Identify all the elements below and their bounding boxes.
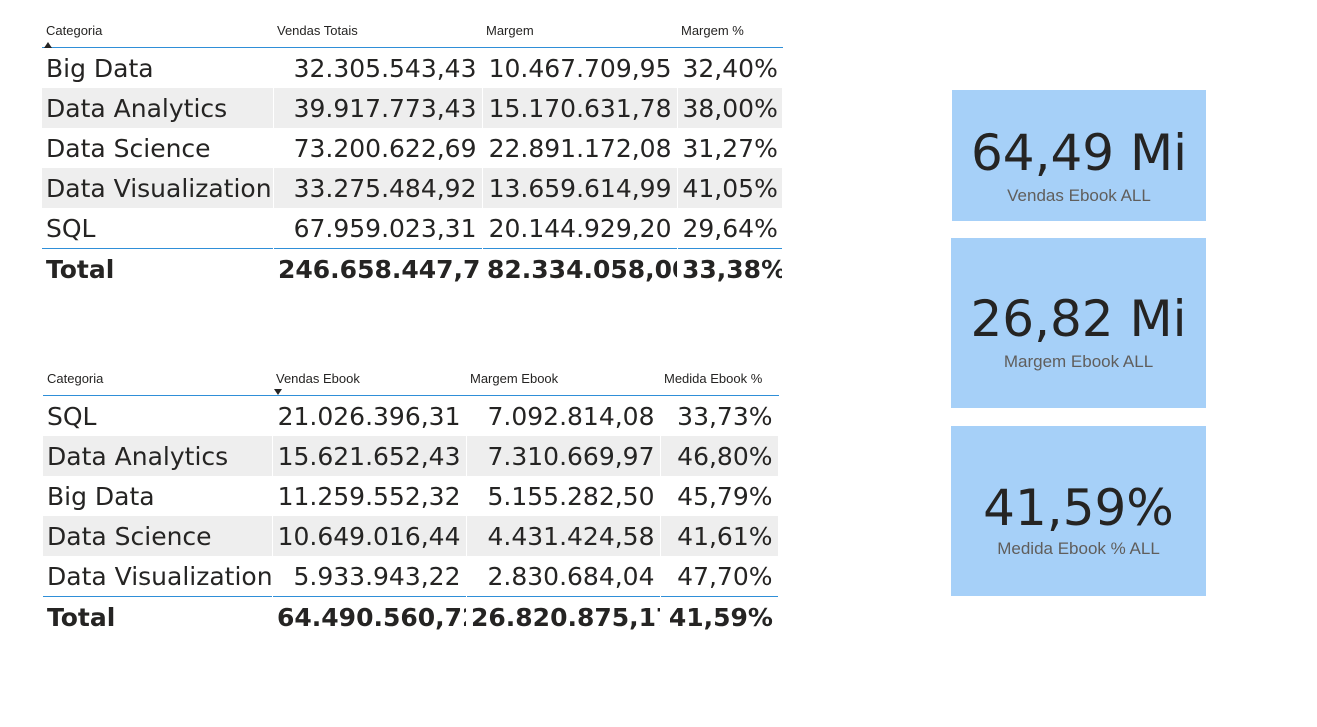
table-row[interactable]: Data Analytics 39.917.773,43 15.170.631,… (42, 88, 783, 128)
cell-medida-ebook-pct: 41,61% (660, 516, 779, 556)
total-margem-pct: 33,38% (677, 248, 782, 289)
sort-descending-icon[interactable] (274, 389, 282, 395)
card-label: Vendas Ebook ALL (1007, 186, 1151, 205)
cell-margem: 15.170.631,78 (482, 88, 678, 128)
table-row[interactable]: SQL 67.959.023,31 20.144.929,20 29,64% (42, 208, 783, 249)
table-header-row: Categoria Vendas Ebook Margem Ebook Medi… (43, 370, 778, 396)
total-label: Total (43, 596, 272, 637)
cell-categoria: Big Data (43, 476, 273, 516)
table-row[interactable]: Data Science 10.649.016,44 4.431.424,58 … (43, 516, 779, 556)
total-margem-ebook: 26.820.875,17 (466, 596, 660, 637)
column-header-vendas-ebook[interactable]: Vendas Ebook (272, 370, 466, 396)
table-row[interactable]: Data Science 73.200.622,69 22.891.172,08… (42, 128, 783, 168)
total-vendas: 246.658.447,78 (273, 248, 482, 289)
table-row[interactable]: Data Visualization 33.275.484,92 13.659.… (42, 168, 783, 208)
cell-margem-ebook: 4.431.424,58 (466, 516, 661, 556)
sort-ascending-icon[interactable] (44, 42, 52, 48)
card-value: 64,49 Mi (970, 124, 1188, 182)
column-header-vendas-totais[interactable]: Vendas Totais (273, 22, 482, 48)
column-header-medida-ebook-pct[interactable]: Medida Ebook % (660, 370, 778, 396)
ebook-sales-table: Categoria Vendas Ebook Margem Ebook Medi… (43, 370, 779, 637)
cell-margem-ebook: 7.092.814,08 (466, 395, 661, 436)
total-medida-ebook-pct: 41,59% (660, 596, 778, 637)
cell-margem: 13.659.614,99 (482, 168, 678, 208)
table-header-row: Categoria Vendas Totais Margem Margem % (42, 22, 782, 48)
cell-margem-pct: 41,05% (677, 168, 783, 208)
cell-vendas: 33.275.484,92 (273, 168, 483, 208)
cell-categoria: Data Visualization (42, 168, 274, 208)
cell-margem-ebook: 5.155.282,50 (466, 476, 661, 516)
column-header-margem[interactable]: Margem (482, 22, 677, 48)
cell-categoria: Data Analytics (42, 88, 274, 128)
card-vendas-ebook-all[interactable]: 64,49 Mi Vendas Ebook ALL (952, 90, 1206, 221)
cell-vendas: 67.959.023,31 (273, 208, 483, 249)
cell-margem: 10.467.709,95 (482, 47, 678, 88)
table-row[interactable]: Big Data 32.305.543,43 10.467.709,95 32,… (42, 47, 783, 88)
cell-margem-pct: 31,27% (677, 128, 783, 168)
cell-categoria: Big Data (42, 47, 274, 88)
cell-margem-pct: 29,64% (677, 208, 783, 249)
cell-vendas-ebook: 15.621.652,43 (272, 436, 467, 476)
column-header-margem-pct[interactable]: Margem % (677, 22, 782, 48)
card-medida-ebook-pct-all[interactable]: 41,59% Medida Ebook % ALL (951, 426, 1206, 596)
cell-vendas-ebook: 10.649.016,44 (272, 516, 467, 556)
cell-vendas-ebook: 21.026.396,31 (272, 395, 467, 436)
cell-categoria: Data Science (43, 516, 273, 556)
column-header-margem-ebook[interactable]: Margem Ebook (466, 370, 660, 396)
cell-medida-ebook-pct: 33,73% (660, 395, 779, 436)
cell-categoria: SQL (43, 395, 273, 436)
cell-categoria: Data Science (42, 128, 274, 168)
table-row[interactable]: Big Data 11.259.552,32 5.155.282,50 45,7… (43, 476, 779, 516)
total-label: Total (42, 248, 273, 289)
cell-margem-pct: 38,00% (677, 88, 783, 128)
card-label: Medida Ebook % ALL (997, 539, 1160, 558)
column-header-categoria[interactable]: Categoria (42, 22, 273, 48)
column-header-categoria[interactable]: Categoria (43, 370, 272, 396)
cell-vendas-ebook: 11.259.552,32 (272, 476, 467, 516)
cell-categoria: Data Analytics (43, 436, 273, 476)
cell-margem-ebook: 2.830.684,04 (466, 556, 661, 597)
cell-categoria: SQL (42, 208, 274, 249)
cell-medida-ebook-pct: 46,80% (660, 436, 779, 476)
cell-categoria: Data Visualization (43, 556, 273, 597)
cell-margem: 22.891.172,08 (482, 128, 678, 168)
sales-total-table: Categoria Vendas Totais Margem Margem % … (42, 22, 783, 289)
cell-medida-ebook-pct: 45,79% (660, 476, 779, 516)
card-label: Margem Ebook ALL (1003, 352, 1154, 371)
cell-vendas-ebook: 5.933.943,22 (272, 556, 467, 597)
cell-vendas: 32.305.543,43 (273, 47, 483, 88)
table-total-row: Total 246.658.447,78 82.334.058,00 33,38… (42, 248, 782, 289)
cell-margem-pct: 32,40% (677, 47, 783, 88)
cell-vendas: 73.200.622,69 (273, 128, 483, 168)
table-row[interactable]: Data Analytics 15.621.652,43 7.310.669,9… (43, 436, 779, 476)
card-margem-ebook-all[interactable]: 26,82 Mi Margem Ebook ALL (951, 238, 1206, 408)
cell-medida-ebook-pct: 47,70% (660, 556, 779, 597)
total-vendas-ebook: 64.490.560,72 (272, 596, 466, 637)
card-value: 26,82 Mi (970, 290, 1187, 348)
cell-margem-ebook: 7.310.669,97 (466, 436, 661, 476)
cell-margem: 20.144.929,20 (482, 208, 678, 249)
table-row[interactable]: Data Visualization 5.933.943,22 2.830.68… (43, 556, 779, 597)
card-value: 41,59% (983, 479, 1174, 537)
cell-vendas: 39.917.773,43 (273, 88, 483, 128)
table-row[interactable]: SQL 21.026.396,31 7.092.814,08 33,73% (43, 395, 779, 436)
table-total-row: Total 64.490.560,72 26.820.875,17 41,59% (43, 596, 778, 637)
total-margem: 82.334.058,00 (482, 248, 677, 289)
